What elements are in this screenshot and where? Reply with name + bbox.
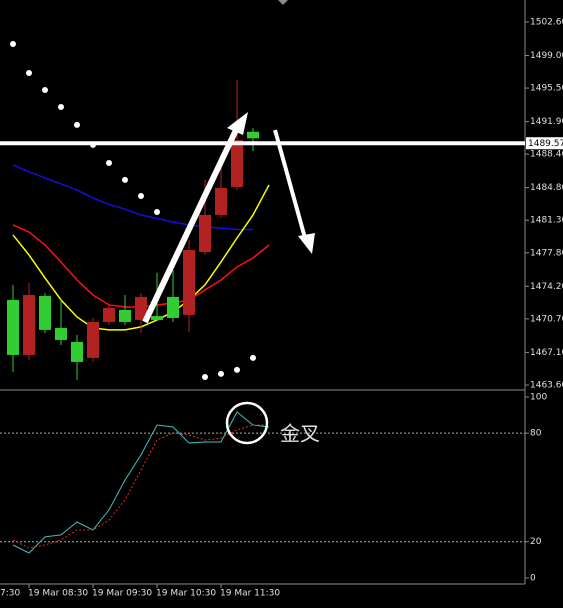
candle-body [39, 295, 51, 330]
y-tick-label: 1491.90 [530, 117, 563, 127]
candle-body [55, 327, 67, 340]
candle-body [87, 321, 99, 358]
annotation: 金叉 [280, 422, 320, 446]
x-tick-label: 19 Mar 11:30 [220, 589, 280, 599]
scroll-marker [278, 0, 288, 5]
indicator-line [12, 411, 270, 554]
arrow-down [273, 129, 315, 254]
sar-dot [250, 354, 256, 361]
candle-body [23, 294, 35, 355]
candle-body [119, 309, 131, 322]
sar-dot [234, 366, 240, 373]
last-price-box [526, 137, 563, 150]
sar-dot [42, 87, 48, 94]
candle-body [103, 307, 115, 322]
sar-dot [218, 370, 224, 377]
sar-dot [202, 373, 208, 380]
y-tick-label: 20 [530, 537, 542, 547]
candle-body [199, 214, 211, 252]
candle-body [7, 299, 19, 355]
x-tick-label: 19 Mar 09:30 [92, 589, 152, 599]
sar-dot [74, 121, 80, 128]
y-tick-label: 1474.20 [530, 282, 563, 292]
sar-dot [122, 176, 128, 183]
candle-body [151, 316, 163, 320]
y-tick-label: 1470.70 [530, 314, 563, 324]
y-tick-label: 100 [530, 392, 547, 402]
highlight-circle [225, 401, 269, 445]
y-tick-label: 1463.60 [530, 380, 563, 390]
sar-dot [154, 208, 160, 215]
candle-body [135, 296, 147, 320]
candle-body [71, 341, 83, 362]
x-tick-label: 19 Mar 10:30 [156, 589, 216, 599]
x-tick-label: 7:30 [0, 589, 20, 599]
indicator-line [12, 164, 253, 231]
arrow-up [142, 112, 248, 324]
y-tick-label: 1477.80 [530, 248, 563, 258]
sar-dot [106, 159, 112, 166]
y-tick-label: 1495.50 [530, 84, 563, 94]
indicator-line [12, 424, 269, 549]
x-tick-label: 19 Mar 08:30 [28, 589, 88, 599]
candle-body [231, 139, 243, 188]
y-tick-label: 1488.40 [530, 150, 563, 160]
y-tick-label: 1467.10 [530, 348, 563, 358]
y-tick-label: 1502.60 [530, 17, 563, 27]
candle-body [183, 249, 195, 315]
candle-body [215, 187, 227, 215]
sar-dot [26, 69, 32, 76]
sar-dot [10, 41, 16, 48]
candle-body [247, 131, 259, 139]
sar-dot [58, 103, 64, 110]
y-tick-label: 1484.80 [530, 183, 563, 193]
y-tick-label: 1481.30 [530, 216, 563, 226]
sar-dot [138, 192, 144, 199]
y-tick-label: 0 [530, 573, 536, 583]
y-tick-label: 1499.00 [530, 51, 563, 61]
last-price-label: 1489.57 [528, 139, 563, 149]
candle-body [167, 296, 179, 318]
y-tick-label: 80 [530, 429, 542, 439]
